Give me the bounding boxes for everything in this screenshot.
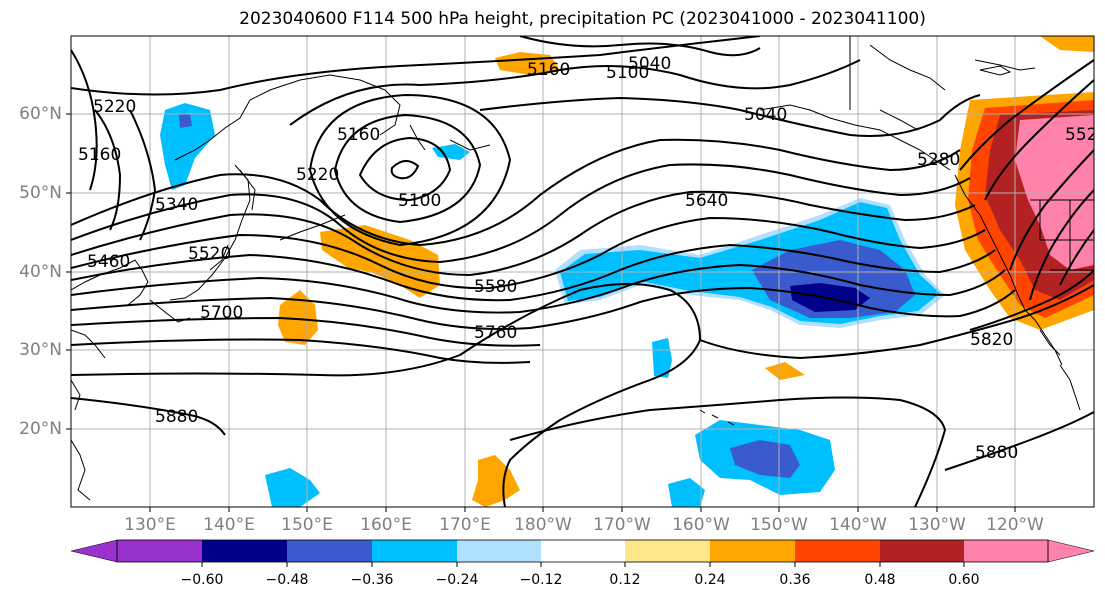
colorbar-tick-label: 0.60 bbox=[948, 572, 980, 588]
contour-label: 5160 bbox=[337, 125, 380, 145]
contour-label: 5340 bbox=[155, 195, 198, 215]
contour-label: 5040 bbox=[628, 54, 671, 74]
contour-label: 5160 bbox=[78, 145, 121, 165]
colorbar-segment bbox=[964, 540, 1048, 562]
coastlines bbox=[71, 36, 1094, 501]
contour-label: 5040 bbox=[744, 105, 787, 125]
contour-label: 5640 bbox=[685, 191, 728, 211]
contour-label: 5880 bbox=[975, 443, 1018, 463]
lat-label-40n: 40°N bbox=[19, 262, 62, 282]
negative-anomaly-darkblue bbox=[790, 283, 870, 312]
contour-label: 5100 bbox=[606, 63, 649, 83]
colorbar-segment bbox=[795, 540, 880, 562]
contour-label: 5580 bbox=[474, 277, 517, 297]
lon-label-130w: 130°W bbox=[908, 515, 966, 535]
colorbar-segment bbox=[880, 540, 964, 562]
negative-anomaly-kamchatka bbox=[160, 103, 215, 190]
lon-label-140e: 140°E bbox=[203, 515, 255, 535]
positive-anomaly-small-center bbox=[765, 362, 805, 380]
colorbar-segment bbox=[202, 540, 287, 562]
contour-label: 5460 bbox=[87, 252, 130, 272]
lon-label-170w: 170°W bbox=[593, 515, 651, 535]
colorbar-left-extend bbox=[70, 539, 118, 563]
map-title: 2023040600 F114 500 hPa height, precipit… bbox=[239, 9, 926, 29]
lon-label-150w: 150°W bbox=[750, 515, 808, 535]
contour-label: 5100 bbox=[398, 191, 441, 211]
colorbar-tick-label: −0.60 bbox=[180, 572, 224, 588]
contour-label: 5700 bbox=[200, 303, 243, 323]
colorbar-tick-label: 0.36 bbox=[779, 572, 811, 588]
height-contours bbox=[71, 36, 1094, 507]
colorbar-tick-label: 0.24 bbox=[694, 572, 726, 588]
precipitation-shading bbox=[160, 36, 1094, 507]
colorbar-tick-label: −0.36 bbox=[350, 572, 394, 588]
colorbar-segment bbox=[287, 540, 372, 562]
lat-label-50n: 50°N bbox=[19, 183, 62, 203]
contour-labels: 5040 5100 5160 5160 5220 5100 5220 5160 … bbox=[78, 54, 1105, 463]
colorbar-segment bbox=[457, 540, 541, 562]
colorbar-tick-label: 0.48 bbox=[864, 572, 896, 588]
negative-anomaly-southwest bbox=[265, 468, 320, 507]
colorbar-frame bbox=[116, 539, 1049, 563]
contour-label: 5220 bbox=[93, 97, 136, 117]
negative-anomaly-small-blue bbox=[652, 338, 672, 378]
lon-label-130e: 130°E bbox=[124, 515, 176, 535]
colorbar-segment bbox=[710, 540, 795, 562]
contour-label: 5820 bbox=[970, 330, 1013, 350]
colorbar-tick-label: 0.12 bbox=[609, 572, 641, 588]
colorbar-right-extend bbox=[1047, 539, 1095, 563]
lon-label-160e: 160°E bbox=[360, 515, 412, 535]
positive-anomaly-south-japan bbox=[278, 290, 318, 345]
positive-anomaly-south-center bbox=[472, 455, 520, 507]
colorbar-tick-label: −0.48 bbox=[265, 572, 309, 588]
contour-label: 5520 bbox=[188, 244, 231, 264]
contour-label: 5760 bbox=[474, 323, 517, 343]
negative-anomaly-hawaii-midblue bbox=[730, 440, 800, 478]
contour-label: 5880 bbox=[155, 407, 198, 427]
contour-label: 5280 bbox=[917, 150, 960, 170]
lon-label-150e: 150°E bbox=[281, 515, 333, 535]
lat-label-30n: 30°N bbox=[19, 340, 62, 360]
lat-label-60n: 60°N bbox=[19, 104, 62, 124]
colorbar-segment bbox=[625, 540, 710, 562]
lon-label-170e: 170°E bbox=[439, 515, 491, 535]
contour-label: 5520 bbox=[1065, 125, 1105, 145]
negative-anomaly-south-blue bbox=[668, 478, 705, 507]
colorbar-tick-label: −0.12 bbox=[519, 572, 563, 588]
lon-label-140w: 140°W bbox=[829, 515, 887, 535]
positive-anomaly-topright bbox=[1040, 36, 1094, 52]
contour-label: 5220 bbox=[296, 165, 339, 185]
colorbar-segment bbox=[541, 540, 625, 562]
colorbar-segment bbox=[372, 540, 457, 562]
colorbar-segment bbox=[117, 540, 202, 562]
negative-anomaly-small-north bbox=[432, 144, 470, 160]
lon-label-180w: 180°W bbox=[514, 515, 572, 535]
axis-ticks bbox=[66, 113, 1016, 512]
colorbar bbox=[70, 539, 1095, 567]
negative-anomaly-kamchatka-mid bbox=[179, 114, 192, 128]
colorbar-tick-label: −0.24 bbox=[435, 572, 479, 588]
lon-label-120w: 120°W bbox=[986, 515, 1044, 535]
lon-label-160w: 160°W bbox=[672, 515, 730, 535]
contour-label: 5160 bbox=[527, 60, 570, 80]
lat-label-20n: 20°N bbox=[19, 419, 62, 439]
